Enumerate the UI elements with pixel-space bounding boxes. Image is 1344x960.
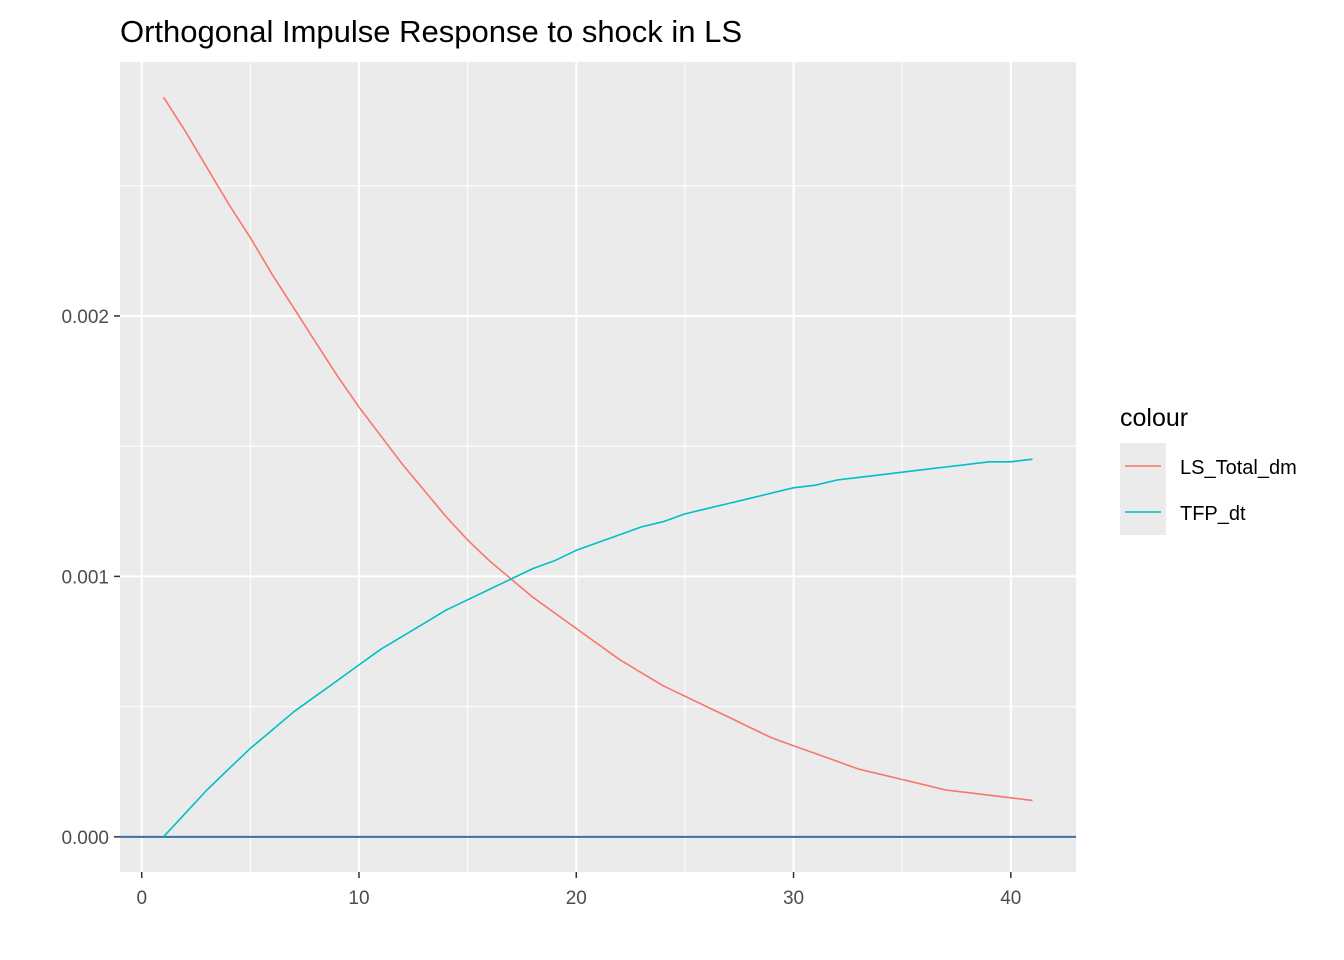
x-tick-label: 40	[1000, 888, 1021, 909]
y-tick-label: 0.001	[61, 567, 109, 588]
y-tick-label: 0.000	[61, 828, 109, 849]
series-line-tfp-dt	[162, 458, 1033, 838]
y-axis: 0.000 0.001 0.002	[61, 307, 120, 849]
series-line-ls-total-dm	[162, 96, 1033, 802]
x-tick-label: 30	[783, 888, 804, 909]
chart-title: Orthogonal Impulse Response to shock in …	[120, 14, 742, 49]
legend-label: LS_Total_dm	[1180, 457, 1297, 479]
x-tick-label: 20	[566, 888, 587, 909]
legend-title: colour	[1120, 404, 1188, 432]
x-tick-label: 10	[348, 888, 369, 909]
y-tick-label: 0.002	[61, 307, 109, 328]
legend-label: TFP_dt	[1180, 503, 1246, 525]
legend: colour LS_Total_dm TFP_dt	[1120, 404, 1297, 535]
series-lines	[162, 96, 1033, 838]
x-axis: 0 10 20 30 40	[136, 872, 1021, 909]
x-tick-label: 0	[136, 888, 147, 909]
minor-gridlines	[120, 62, 1076, 872]
legend-keys-background	[1120, 443, 1166, 535]
plot-panel	[120, 62, 1076, 872]
